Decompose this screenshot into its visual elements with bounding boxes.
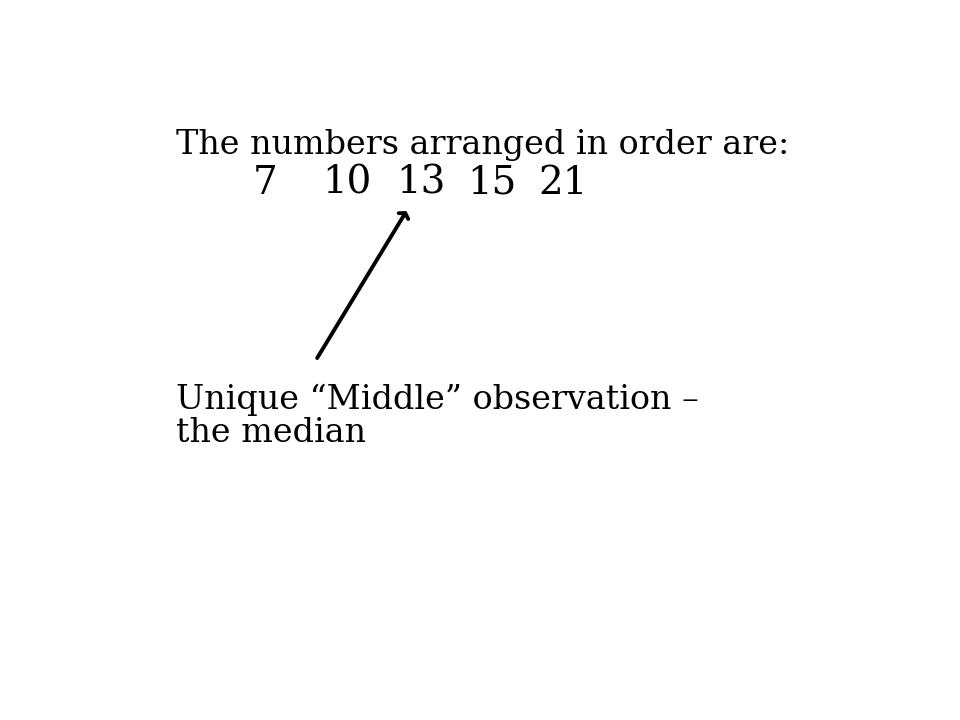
Text: 7: 7 — [252, 165, 277, 202]
Text: 13: 13 — [396, 165, 446, 202]
Text: Unique “Middle” observation –: Unique “Middle” observation – — [176, 384, 699, 416]
Text: the median: the median — [176, 417, 366, 449]
Text: 15: 15 — [468, 165, 516, 202]
Text: 21: 21 — [538, 165, 588, 202]
Text: The numbers arranged in order are:: The numbers arranged in order are: — [176, 129, 789, 161]
Text: 10: 10 — [323, 165, 372, 202]
